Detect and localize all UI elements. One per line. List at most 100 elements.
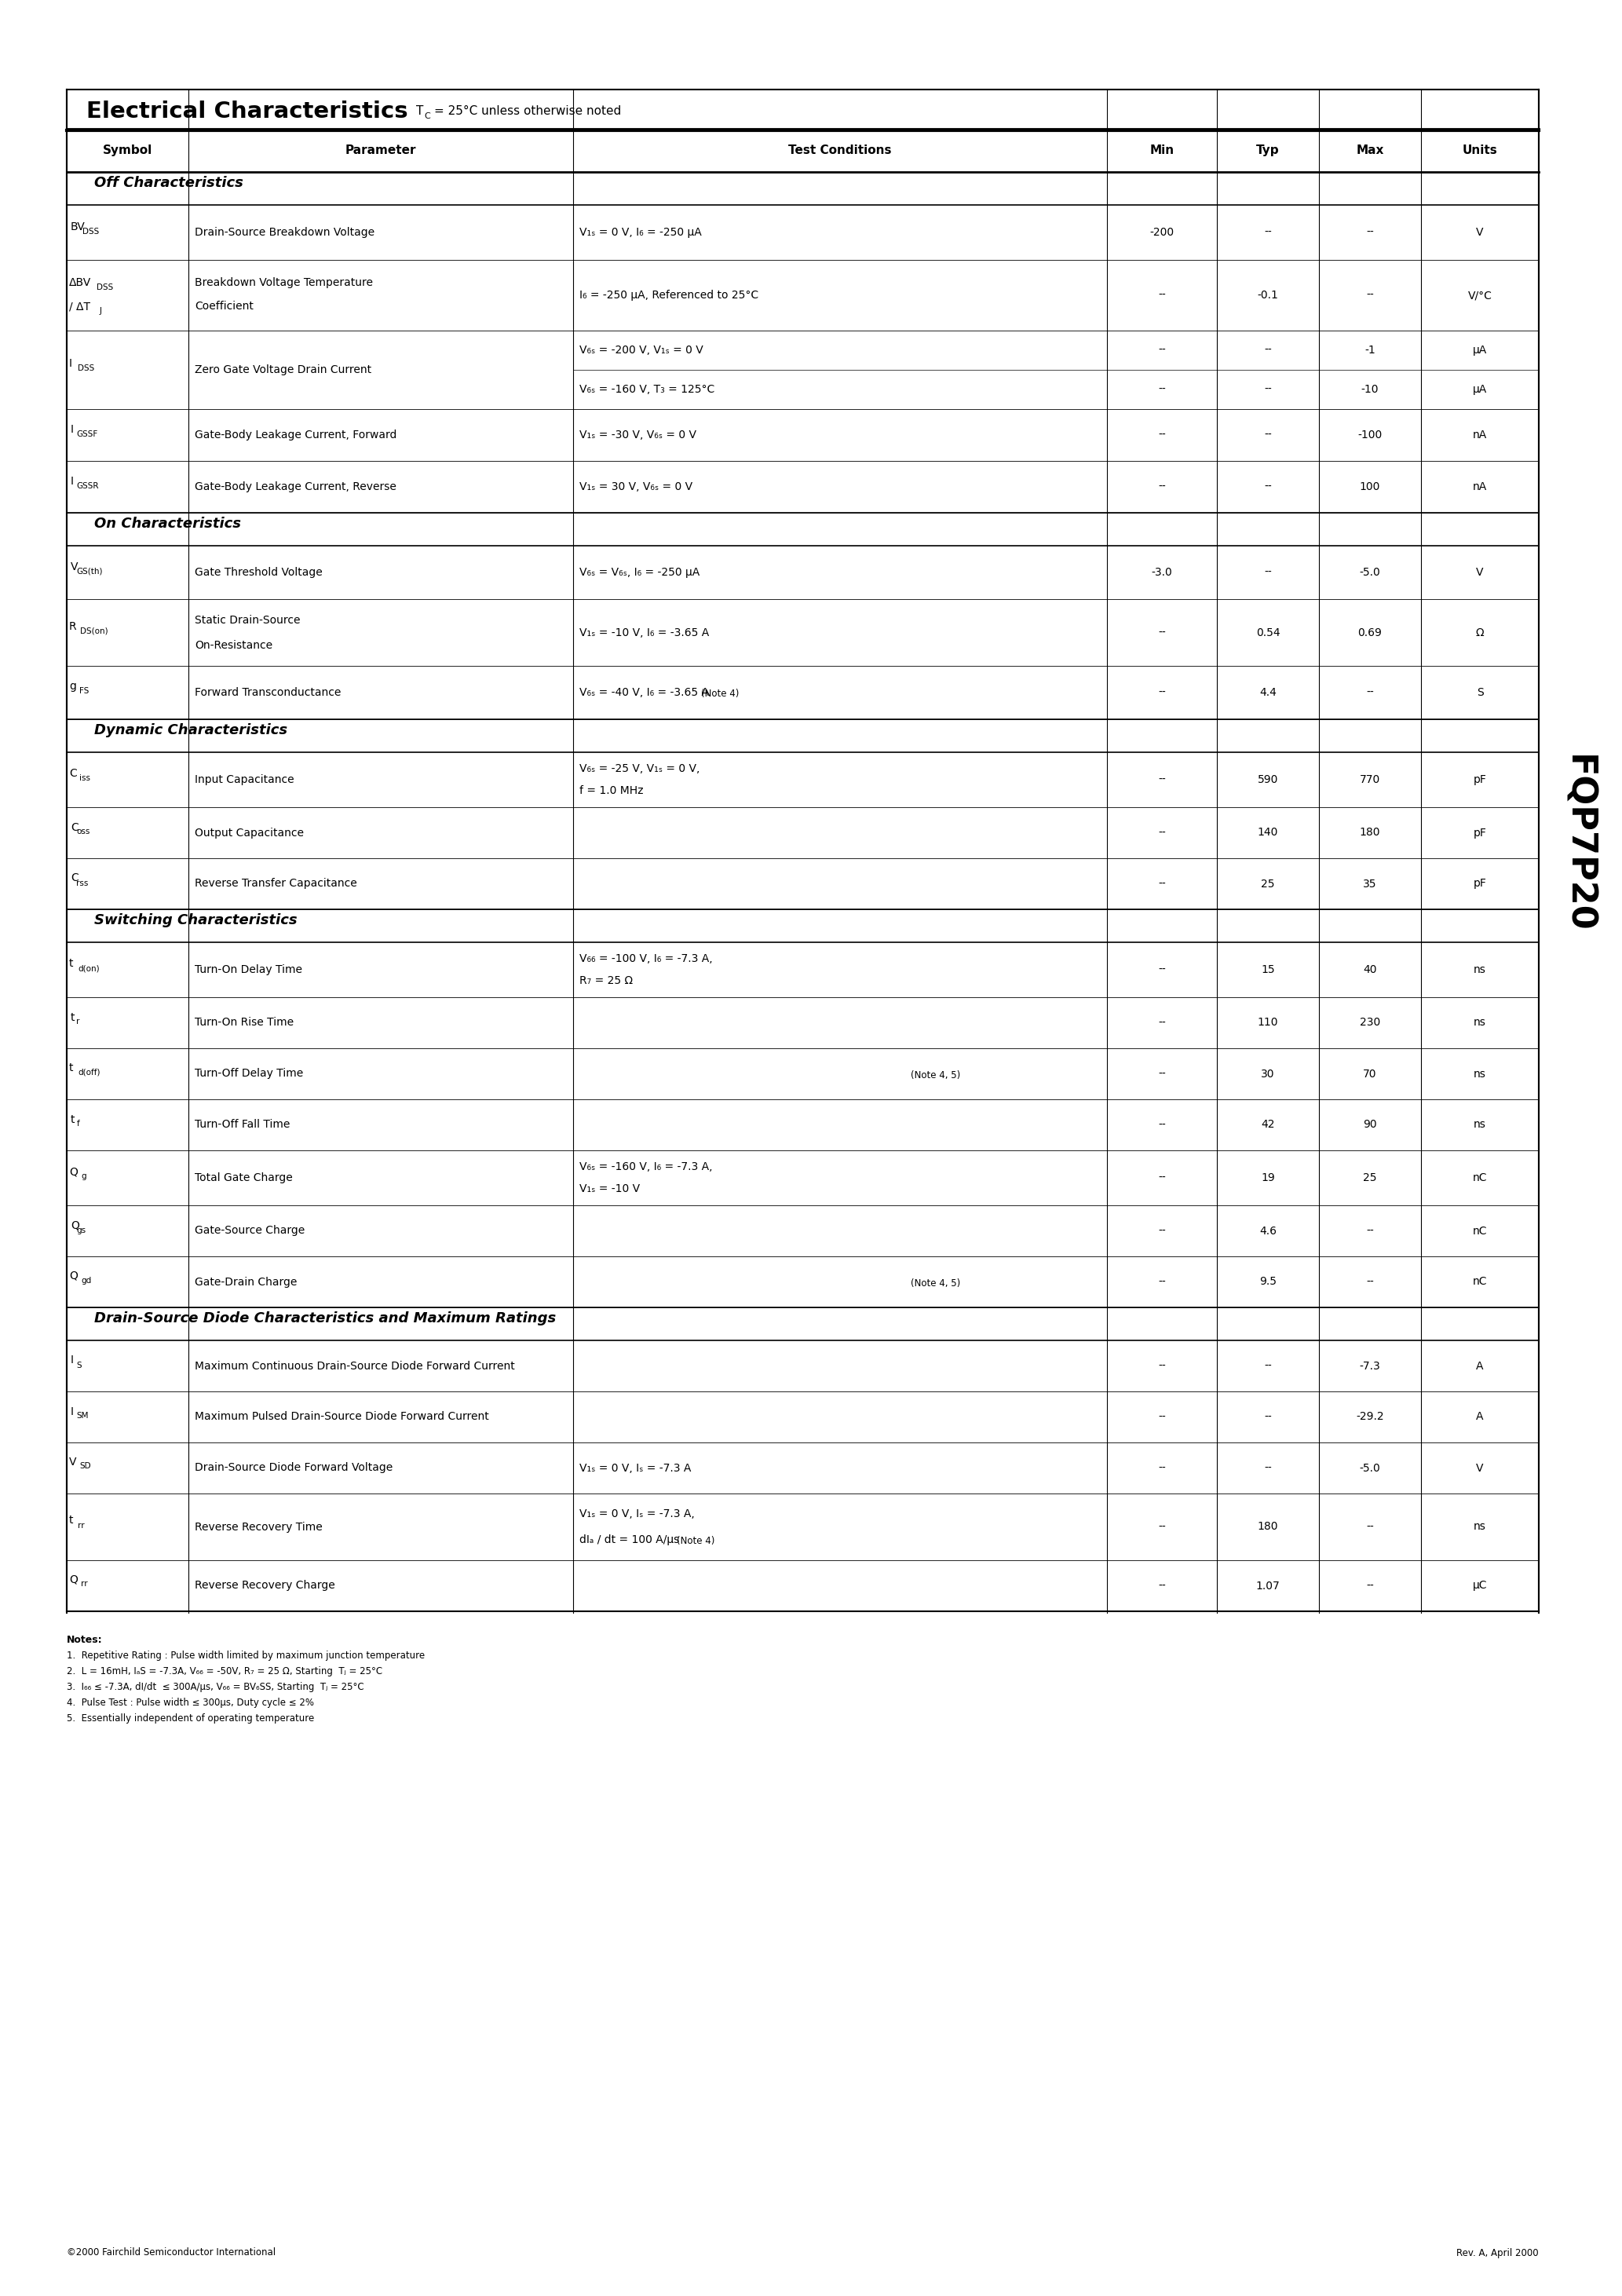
Text: Rev. A, April 2000: Rev. A, April 2000	[1457, 2248, 1539, 2257]
Text: V: V	[71, 563, 78, 572]
Text: ns: ns	[1474, 964, 1486, 976]
Text: Gate-Drain Charge: Gate-Drain Charge	[195, 1277, 297, 1288]
Text: V₁ₛ = 0 V, Iₛ = -7.3 A,: V₁ₛ = 0 V, Iₛ = -7.3 A,	[579, 1508, 694, 1520]
Text: μA: μA	[1473, 344, 1487, 356]
Text: (Note 4, 5): (Note 4, 5)	[910, 1279, 960, 1288]
Text: (Note 4): (Note 4)	[676, 1536, 714, 1545]
Text: Drain-Source Breakdown Voltage: Drain-Source Breakdown Voltage	[195, 227, 375, 239]
Text: On-Resistance: On-Resistance	[195, 641, 272, 650]
Text: C: C	[70, 767, 76, 778]
Text: I: I	[71, 425, 73, 434]
Text: Gate-Source Charge: Gate-Source Charge	[195, 1226, 305, 1235]
Text: Turn-On Delay Time: Turn-On Delay Time	[195, 964, 302, 976]
Text: 90: 90	[1362, 1120, 1377, 1130]
Text: --: --	[1366, 1277, 1374, 1288]
Text: Min: Min	[1150, 145, 1174, 156]
Text: Q: Q	[70, 1575, 78, 1584]
Text: Input Capacitance: Input Capacitance	[195, 774, 294, 785]
Text: --: --	[1264, 482, 1272, 491]
Text: Notes:: Notes:	[67, 1635, 102, 1644]
Text: DSS: DSS	[97, 282, 114, 292]
Text: --: --	[1158, 827, 1166, 838]
Text: Symbol: Symbol	[102, 145, 152, 156]
Text: V: V	[1476, 227, 1484, 239]
Text: nC: nC	[1473, 1173, 1487, 1182]
Text: μA: μA	[1473, 383, 1487, 395]
Text: Drain-Source Diode Forward Voltage: Drain-Source Diode Forward Voltage	[195, 1463, 393, 1474]
Text: pF: pF	[1473, 827, 1486, 838]
Text: V₆ₛ = -160 V, I₆ = -7.3 A,: V₆ₛ = -160 V, I₆ = -7.3 A,	[579, 1162, 712, 1173]
Text: 4.  Pulse Test : Pulse width ≤ 300μs, Duty cycle ≤ 2%: 4. Pulse Test : Pulse width ≤ 300μs, Dut…	[67, 1697, 315, 1708]
Text: --: --	[1158, 344, 1166, 356]
Text: 590: 590	[1257, 774, 1278, 785]
Text: 180: 180	[1257, 1522, 1278, 1531]
Text: S: S	[76, 1362, 81, 1368]
Text: Switching Characteristics: Switching Characteristics	[94, 914, 297, 928]
Text: Reverse Recovery Charge: Reverse Recovery Charge	[195, 1580, 336, 1591]
Text: Breakdown Voltage Temperature: Breakdown Voltage Temperature	[195, 278, 373, 289]
Text: --: --	[1264, 1463, 1272, 1474]
Text: V₆ₛ = -25 V, V₁ₛ = 0 V,: V₆ₛ = -25 V, V₁ₛ = 0 V,	[579, 762, 699, 774]
Text: ns: ns	[1474, 1017, 1486, 1029]
Text: 19: 19	[1260, 1173, 1275, 1182]
Text: 1.  Repetitive Rating : Pulse width limited by maximum junction temperature: 1. Repetitive Rating : Pulse width limit…	[67, 1651, 425, 1660]
Text: 2.  L = 16mH, IₐS = -7.3A, V₆₆ = -50V, R₇ = 25 Ω, Starting  Tⱼ = 25°C: 2. L = 16mH, IₐS = -7.3A, V₆₆ = -50V, R₇…	[67, 1667, 383, 1676]
Text: Turn-Off Delay Time: Turn-Off Delay Time	[195, 1068, 303, 1079]
Text: C: C	[71, 872, 78, 884]
Text: ns: ns	[1474, 1068, 1486, 1079]
Text: f: f	[76, 1120, 79, 1127]
Text: V: V	[1476, 567, 1484, 579]
Text: V/°C: V/°C	[1468, 289, 1492, 301]
Text: V₆ₛ = -200 V, V₁ₛ = 0 V: V₆ₛ = -200 V, V₁ₛ = 0 V	[579, 344, 704, 356]
Text: d(off): d(off)	[78, 1068, 101, 1077]
Text: --: --	[1158, 1412, 1166, 1424]
Text: Q: Q	[70, 1270, 78, 1281]
Text: (Note 4, 5): (Note 4, 5)	[910, 1070, 960, 1081]
Text: --: --	[1158, 627, 1166, 638]
Text: t: t	[70, 1063, 73, 1072]
Text: Coefficient: Coefficient	[195, 301, 253, 312]
Text: V: V	[70, 1456, 76, 1467]
Text: I: I	[70, 358, 73, 370]
Text: V₆ₛ = V₆ₛ, I₆ = -250 μA: V₆ₛ = V₆ₛ, I₆ = -250 μA	[579, 567, 699, 579]
Text: t: t	[70, 957, 73, 969]
Text: --: --	[1366, 1226, 1374, 1235]
Text: 1.07: 1.07	[1255, 1580, 1280, 1591]
Text: V₁ₛ = -30 V, V₆ₛ = 0 V: V₁ₛ = -30 V, V₆ₛ = 0 V	[579, 429, 696, 441]
Text: V₁ₛ = -10 V: V₁ₛ = -10 V	[579, 1182, 641, 1194]
Text: Max: Max	[1356, 145, 1384, 156]
Text: A: A	[1476, 1412, 1484, 1424]
Text: -0.1: -0.1	[1257, 289, 1278, 301]
Text: --: --	[1158, 383, 1166, 395]
Text: 100: 100	[1359, 482, 1380, 491]
Text: -5.0: -5.0	[1359, 567, 1380, 579]
Text: oss: oss	[76, 829, 91, 836]
Text: Q: Q	[70, 1166, 78, 1178]
Text: On Characteristics: On Characteristics	[94, 517, 242, 530]
Text: Forward Transconductance: Forward Transconductance	[195, 687, 341, 698]
Text: Off Characteristics: Off Characteristics	[94, 177, 243, 191]
Text: 180: 180	[1359, 827, 1380, 838]
Text: -7.3: -7.3	[1359, 1362, 1380, 1371]
Text: Units: Units	[1463, 145, 1497, 156]
Text: 40: 40	[1362, 964, 1377, 976]
Text: --: --	[1366, 1580, 1374, 1591]
Text: 4.6: 4.6	[1259, 1226, 1277, 1235]
Text: = 25°C unless otherwise noted: = 25°C unless otherwise noted	[435, 106, 621, 117]
Text: ©2000 Fairchild Semiconductor International: ©2000 Fairchild Semiconductor Internatio…	[67, 2248, 276, 2257]
Text: r: r	[76, 1017, 79, 1026]
Text: A: A	[1476, 1362, 1484, 1371]
Text: Gate Threshold Voltage: Gate Threshold Voltage	[195, 567, 323, 579]
Text: Typ: Typ	[1257, 145, 1280, 156]
Text: DSS: DSS	[83, 227, 99, 236]
Text: 5.  Essentially independent of operating temperature: 5. Essentially independent of operating …	[67, 1713, 315, 1724]
Text: SM: SM	[76, 1412, 89, 1421]
Text: Parameter: Parameter	[345, 145, 417, 156]
Text: Drain-Source Diode Characteristics and Maximum Ratings: Drain-Source Diode Characteristics and M…	[94, 1311, 556, 1325]
Text: 4.4: 4.4	[1259, 687, 1277, 698]
Text: iss: iss	[79, 774, 91, 783]
Text: --: --	[1158, 1173, 1166, 1182]
Text: V₁ₛ = -10 V, I₆ = -3.65 A: V₁ₛ = -10 V, I₆ = -3.65 A	[579, 627, 709, 638]
Text: (Note 4): (Note 4)	[701, 689, 740, 700]
Text: V₆ₛ = -160 V, T₃ = 125°C: V₆ₛ = -160 V, T₃ = 125°C	[579, 383, 715, 395]
